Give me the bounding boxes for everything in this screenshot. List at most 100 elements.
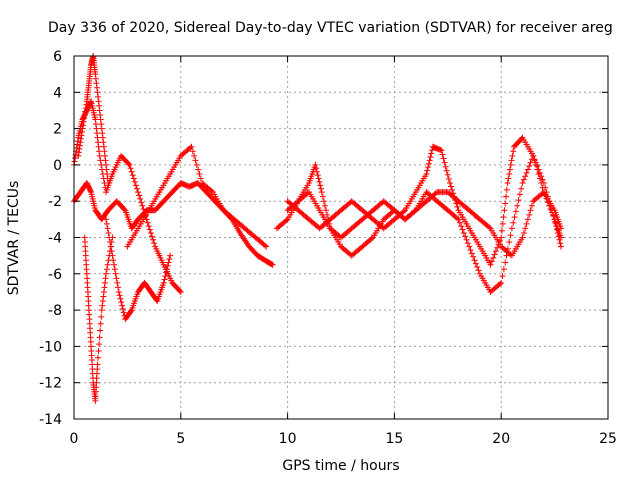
data-point [263,243,270,250]
data-point [448,183,455,190]
data-point [475,267,482,274]
data-point [527,207,534,214]
data-point [444,171,451,178]
data-point [318,189,325,196]
data-point [100,293,107,300]
data-point [425,160,432,167]
data-point [161,276,168,283]
data-point [523,220,530,227]
data-point [87,99,94,106]
data-point [494,244,501,251]
data-point [95,93,102,100]
data-point [101,284,108,291]
data-point [92,116,99,123]
data-point [508,157,515,164]
data-point [77,135,84,142]
data-point [96,107,103,114]
data-point [113,275,120,282]
data-point [269,261,276,268]
data-point [428,150,435,157]
chart-title: Day 336 of 2020, Sidereal Day-to-day VTE… [48,20,613,36]
data-point [97,116,104,123]
data-point [147,229,154,236]
data-point [75,152,82,159]
data-point [95,347,102,354]
data-point [97,327,104,334]
data-point [528,202,535,209]
data-point [96,148,103,155]
data-point [83,101,90,108]
data-point [193,161,200,168]
data-point [507,161,514,168]
data-point [487,261,494,268]
data-point [468,250,475,257]
data-point [115,284,122,291]
data-point [511,214,518,221]
data-point [142,212,149,219]
data-point [96,334,103,341]
data-point [166,256,173,263]
data-point [99,134,106,141]
data-point [558,234,565,241]
data-point [321,202,328,209]
data-point [319,193,326,200]
data-point [547,206,554,213]
data-point [96,152,103,159]
data-point [126,161,133,168]
data-point [102,275,109,282]
data-point [99,130,106,137]
data-point [107,243,114,250]
data-point [536,175,543,182]
data-point [315,175,322,182]
data-point [92,121,99,128]
data-point [118,299,125,306]
data-point [539,190,546,197]
data-point [502,259,509,266]
data-point [82,105,89,112]
data-point [93,130,100,137]
data-point [516,191,523,198]
data-point [455,216,462,223]
data-point [103,266,110,273]
data-point [103,166,110,173]
data-point [102,157,109,164]
data-point [536,169,543,176]
data-point [323,207,330,214]
data-point [160,279,167,286]
data-point [313,165,320,172]
data-point [114,279,121,286]
data-point [132,182,139,189]
data-point [441,159,448,166]
data-point [503,186,510,193]
data-point [492,248,499,255]
series-trace-f [124,143,270,250]
data-point [117,295,124,302]
data-point [104,225,111,232]
data-point [98,125,105,132]
data-point [110,257,117,264]
data-point [427,153,434,160]
data-point [80,122,87,129]
data-point [508,225,515,232]
data-point [81,115,88,122]
data-point [527,159,534,166]
data-point [100,139,107,146]
data-point [496,281,503,288]
data-point [103,270,110,277]
data-point [111,266,118,273]
data-point [76,142,83,149]
data-point [503,193,510,200]
data-point [491,251,498,258]
data-point [470,253,477,260]
data-point [109,252,116,259]
data-point [522,173,529,180]
data-point [518,185,525,192]
data-point [95,98,102,105]
axis-ticks: 0 5 10 15 20 25 -14 -12 -10 -8 -6 -4 -2 0 2 4 6 [39,49,617,447]
data-point [550,212,557,219]
data-point [426,157,433,164]
data-point [458,223,465,230]
data-point [460,229,467,236]
data-point [501,207,508,214]
